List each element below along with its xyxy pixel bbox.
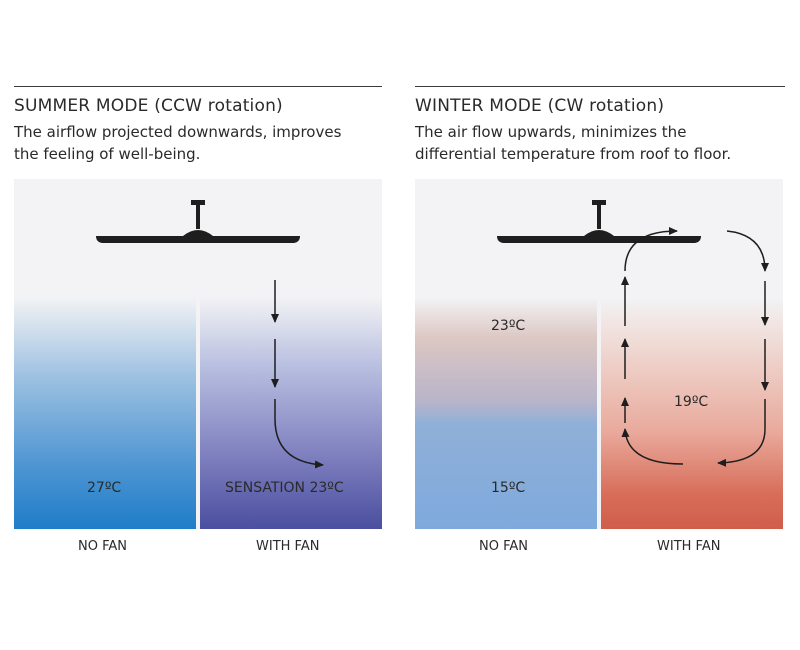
summer-no-fan-temperature: 27ºC: [87, 480, 122, 496]
winter-description: The air flow upwards, minimizes the diff…: [415, 121, 731, 165]
summer-description-line-1: The airflow projected downwards, improve…: [14, 123, 342, 141]
airflow-arrow-icon: [621, 227, 769, 467]
summer-with-fan-label: WITH FAN: [256, 539, 320, 554]
ceiling-fan-icon: [497, 200, 701, 243]
winter-no-fan-bottom-temperature: 15ºC: [491, 480, 526, 496]
winter-description-line-2: differential temperature from roof to fl…: [415, 145, 732, 163]
summer-title: SUMMER MODE (CCW rotation): [14, 96, 283, 116]
summer-no-fan-column: [14, 297, 196, 529]
summer-with-fan-column: [200, 297, 382, 529]
winter-diagram: 23ºC 15ºC 19ºC: [415, 179, 783, 529]
winter-no-fan-top-temperature: 23ºC: [491, 318, 526, 334]
winter-no-fan-column: [415, 297, 597, 529]
winter-with-fan-label: WITH FAN: [657, 539, 721, 554]
summer-overlay: [96, 200, 324, 469]
winter-with-fan-temperature: 19ºC: [674, 394, 709, 410]
ceiling-fan-icon: [96, 200, 300, 243]
winter-with-fan-column: [601, 297, 783, 529]
airflow-arrow-icon: [271, 280, 324, 469]
winter-overlay: [497, 200, 769, 467]
winter-title: WINTER MODE (CW rotation): [415, 96, 665, 116]
winter-description-line-1: The air flow upwards, minimizes the: [415, 123, 687, 141]
summer-divider: [14, 86, 382, 87]
summer-diagram: 27ºC SENSATION 23ºC: [14, 179, 382, 529]
summer-with-fan-temperature: SENSATION 23ºC: [225, 480, 344, 496]
summer-description: The airflow projected downwards, improve…: [14, 121, 341, 165]
summer-description-line-2: the feeling of well-being.: [14, 145, 201, 163]
winter-divider: [415, 86, 785, 87]
winter-no-fan-label: NO FAN: [479, 539, 528, 554]
summer-no-fan-label: NO FAN: [78, 539, 127, 554]
